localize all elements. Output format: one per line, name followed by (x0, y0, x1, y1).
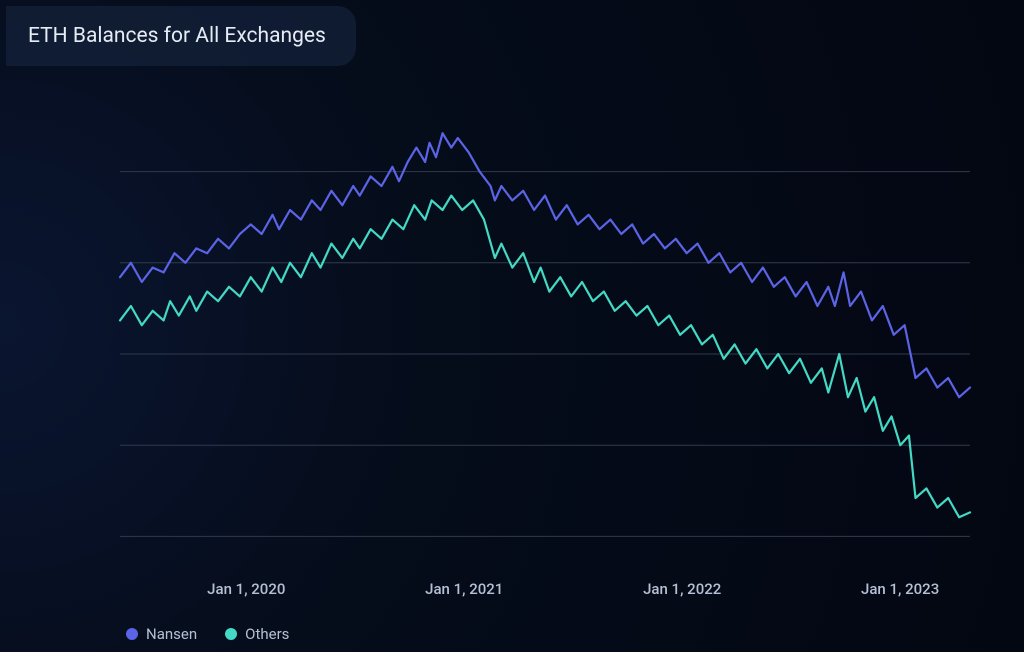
line-chart-svg (120, 90, 970, 570)
chart-card: ETH Balances for All Exchanges Jan 1, 20… (0, 0, 1024, 652)
x-tick-label: Jan 1, 2023 (861, 580, 939, 598)
chart-legend: Nansen Others (126, 625, 289, 643)
legend-label: Nansen (146, 625, 197, 643)
x-tick-label: Jan 1, 2022 (643, 580, 721, 598)
plot-area (120, 90, 970, 570)
legend-item-nansen[interactable]: Nansen (126, 625, 197, 643)
legend-item-others[interactable]: Others (225, 625, 289, 643)
legend-swatch-icon (126, 628, 138, 640)
legend-swatch-icon (225, 628, 237, 640)
series-line-others (120, 196, 970, 518)
x-tick-label: Jan 1, 2020 (207, 580, 285, 598)
chart-title-pill: ETH Balances for All Exchanges (6, 6, 356, 66)
x-axis-labels: Jan 1, 2020 Jan 1, 2021 Jan 1, 2022 Jan 1, … (120, 580, 970, 604)
legend-label: Others (245, 625, 289, 643)
x-tick-label: Jan 1, 2021 (425, 580, 503, 598)
series-line-nansen (120, 133, 970, 397)
chart-title: ETH Balances for All Exchanges (28, 24, 326, 48)
